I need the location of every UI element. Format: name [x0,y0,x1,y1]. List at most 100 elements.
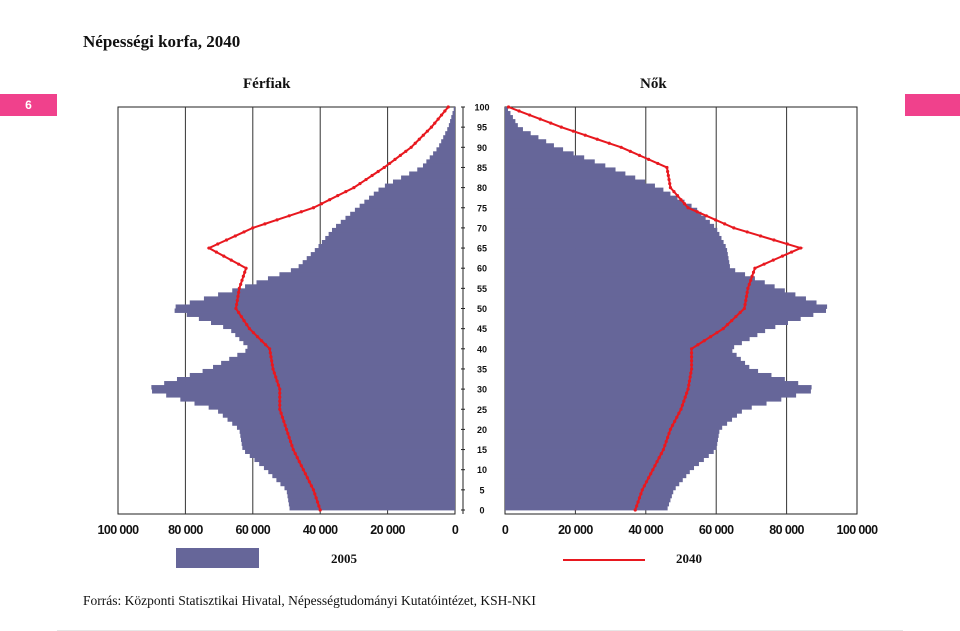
men-bar-age-70 [336,223,455,229]
men-bar-age-66 [321,239,455,245]
panel-title-women: Nők [640,76,667,92]
women-line-point-age-66 [785,242,789,246]
men-bar-age-87 [429,155,455,160]
women-bar-age-30 [505,385,812,390]
x-tick-label-men: 20 000 [370,523,405,537]
x-tick-label-women: 40 000 [628,523,663,537]
men-bar-age-9 [268,469,455,475]
women-bar-age-52 [505,296,806,301]
women-bar-age-95 [505,123,518,128]
women-line-point-age-100 [506,105,511,109]
women-line-point-age-77 [679,198,683,202]
men-bar-age-4 [286,489,455,495]
women-bar-age-67 [505,235,722,241]
men-line-point-age-6 [309,484,314,488]
women-bar-age-55 [505,284,775,289]
men-bar-age-15 [242,445,455,450]
women-line-point-age-69 [745,230,749,234]
men-bar-age-83 [409,171,455,176]
men-line-point-age-87 [393,157,397,161]
women-bar-age-31 [505,381,799,386]
men-bar-age-72 [345,215,455,221]
women-bar-age-42 [505,336,750,342]
men-bar-age-74 [354,207,455,213]
men-bar-age-89 [436,147,455,152]
women-bar-age-34 [505,368,759,374]
women-bar-age-81 [505,179,646,184]
men-line-point-age-69 [242,230,246,234]
women-line-point-age-27 [682,399,686,403]
men-line-point-age-17 [288,439,293,444]
women-bar-age-37 [505,356,741,362]
women-line-point-age-46 [725,323,730,327]
source-note: Forrás: Központi Statisztikai Hivatal, N… [83,593,536,608]
age-tick-label: 45 [477,324,487,334]
women-bar-age-40 [505,344,735,350]
age-tick-label: 90 [477,143,487,153]
men-bar-age-96 [450,119,455,124]
men-line-point-age-96 [433,121,437,125]
women-line-point-age-5 [640,488,644,492]
men-line-point-age-13 [295,456,299,460]
women-line-point-age-75 [686,206,690,210]
women-line-point-age-99 [517,109,521,113]
women-line-point-age-56 [747,282,751,286]
women-bar-age-8 [505,473,687,479]
women-line-point-age-36 [689,363,694,367]
men-bar-age-44 [231,328,455,334]
age-tick-label: 40 [477,344,487,354]
men-bar-age-68 [328,231,455,237]
women-bar-age-94 [505,127,523,132]
x-tick-label-women: 60 000 [699,523,734,537]
women-bar-age-43 [505,332,758,338]
legend-2005-label: 2005 [331,551,357,566]
men-line-point-age-46 [245,323,249,327]
women-line-point-age-1 [635,504,639,508]
men-line-point-age-61 [237,262,241,266]
men-bar-age-24 [218,409,455,414]
women-line-point-age-13 [657,456,661,460]
men-bar-age-14 [245,449,455,454]
men-bar-age-63 [310,252,455,257]
men-line-point-age-62 [229,258,233,262]
men-bar-age-33 [189,372,455,378]
men-line-point-age-33 [274,375,278,379]
men-line-point-age-84 [376,169,380,174]
men-bar-age-69 [331,227,455,233]
age-tick-label: 5 [479,485,484,495]
men-line-point-age-82 [364,177,368,182]
women-bar-age-6 [505,481,680,487]
men-bar-age-48 [186,312,456,317]
men-line-point-age-58 [241,274,245,278]
women-line-point-age-16 [663,443,667,448]
women-bar-age-96 [505,119,516,124]
men-bar-age-92 [443,135,455,140]
women-bar-age-51 [505,300,817,305]
men-bar-age-64 [314,248,455,253]
men-bar-age-55 [245,284,455,289]
men-bar-age-12 [254,457,455,463]
men-line-point-age-14 [293,451,297,456]
men-bar-age-6 [280,481,455,487]
women-bar-age-20 [505,425,723,430]
men-bar-age-94 [447,127,455,132]
women-bar-age-4 [505,489,674,495]
women-bar-age-59 [505,268,736,273]
men-bar-age-23 [222,413,455,418]
x-tick-label-men: 100 000 [98,523,140,537]
men-bar-age-40 [247,344,455,350]
men-line-point-age-54 [237,290,241,294]
women-line-point-age-65 [799,246,803,250]
men-bar-age-79 [378,187,455,193]
men-line-point-age-79 [344,190,348,194]
age-tick-label: 75 [477,203,487,213]
men-bar-age-27 [180,397,455,402]
women-line-point-age-62 [771,258,775,262]
men-bar-age-76 [364,199,455,205]
women-line-point-age-60 [753,266,757,270]
women-line-point-age-87 [647,157,651,161]
women-bar-age-98 [505,111,511,116]
men-line-point-age-38 [269,355,273,359]
women-bar-age-35 [505,364,750,370]
men-line-point-age-74 [299,210,303,214]
